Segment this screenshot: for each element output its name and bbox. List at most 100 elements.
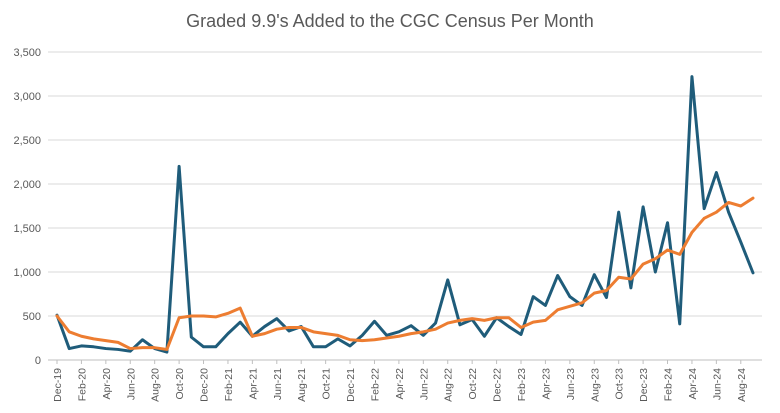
data-point xyxy=(373,320,376,323)
data-point xyxy=(483,335,486,338)
data-point xyxy=(275,328,278,331)
data-point xyxy=(324,332,327,335)
data-point xyxy=(409,324,413,327)
x-tick-label: Feb-20 xyxy=(76,368,88,401)
x-tick-label: Dec-22 xyxy=(492,368,504,402)
x-tick-label: Apr-21 xyxy=(247,368,259,400)
data-point xyxy=(568,295,572,298)
data-point xyxy=(617,210,620,214)
data-point xyxy=(300,326,303,329)
x-tick-label: Feb-23 xyxy=(516,368,528,401)
x-tick-label: Aug-21 xyxy=(296,368,308,402)
data-point xyxy=(385,336,388,340)
x-tick-label: Dec-19 xyxy=(52,368,64,402)
data-point xyxy=(434,321,437,325)
data-point xyxy=(580,301,584,304)
x-tick-label: Apr-24 xyxy=(687,368,699,400)
data-point xyxy=(507,325,510,328)
chart-title: Graded 9.9's Added to the CGC Census Per… xyxy=(186,11,594,31)
x-tick-label: Dec-20 xyxy=(199,368,211,402)
x-tick-label: Feb-21 xyxy=(223,368,235,401)
data-point xyxy=(348,344,352,348)
y-tick-label: 3,000 xyxy=(13,91,41,103)
data-point xyxy=(751,196,755,200)
x-tick-label: Jun-23 xyxy=(565,368,577,400)
data-point xyxy=(177,316,181,319)
data-point xyxy=(605,289,608,292)
data-point xyxy=(641,262,645,266)
data-point xyxy=(446,278,449,282)
data-point xyxy=(202,314,205,318)
data-point xyxy=(129,350,132,353)
y-tick-label: 3,500 xyxy=(13,47,41,59)
data-point xyxy=(153,346,156,349)
data-point xyxy=(190,314,193,318)
data-point xyxy=(702,217,706,220)
data-point xyxy=(68,330,71,334)
data-point xyxy=(544,319,547,322)
data-point xyxy=(214,315,217,319)
data-point xyxy=(238,306,242,310)
data-point xyxy=(556,308,559,312)
data-point xyxy=(666,248,669,252)
data-point xyxy=(92,337,95,341)
data-point xyxy=(519,333,523,336)
data-point xyxy=(385,334,388,337)
data-point xyxy=(397,330,401,334)
data-point xyxy=(80,335,83,338)
data-point xyxy=(129,347,132,350)
data-point xyxy=(373,338,376,341)
x-tick-label: Jun-24 xyxy=(711,368,723,400)
data-point xyxy=(556,274,559,277)
data-point xyxy=(739,204,742,208)
data-point xyxy=(177,165,181,168)
data-point xyxy=(470,317,474,320)
data-point xyxy=(593,291,596,295)
data-point xyxy=(458,319,462,322)
data-point xyxy=(641,205,645,209)
data-point xyxy=(324,345,327,348)
data-point xyxy=(116,341,120,344)
data-point xyxy=(141,338,144,341)
data-point xyxy=(263,325,266,328)
data-point xyxy=(532,320,535,324)
data-point xyxy=(104,347,108,350)
data-point xyxy=(116,348,120,351)
data-point xyxy=(544,304,547,307)
data-point xyxy=(287,329,291,333)
data-point xyxy=(507,316,510,319)
data-point xyxy=(68,347,71,350)
data-point xyxy=(202,345,205,348)
x-tick-label: Aug-22 xyxy=(443,368,455,402)
x-tick-label: Oct-23 xyxy=(614,368,626,400)
data-point xyxy=(312,345,315,348)
x-axis-ticks: Dec-19 Feb-20 Apr-20 Jun-20 Aug-20 Oct-20 Dec-… xyxy=(52,360,748,402)
data-point xyxy=(629,277,633,281)
data-point xyxy=(458,323,462,326)
y-tick-label: 1,000 xyxy=(13,267,41,279)
data-point xyxy=(519,326,523,329)
data-point xyxy=(92,345,95,348)
x-tick-label: Feb-24 xyxy=(663,368,675,401)
data-point xyxy=(361,334,364,337)
x-tick-label: Aug-20 xyxy=(150,368,162,402)
data-point xyxy=(55,314,59,318)
series-line-2 xyxy=(55,196,755,351)
x-tick-label: Jun-20 xyxy=(125,368,137,400)
y-tick-label: 1,500 xyxy=(13,223,41,235)
data-point xyxy=(397,335,401,338)
data-point xyxy=(141,346,144,349)
series-layer xyxy=(55,75,755,354)
data-point xyxy=(422,330,425,334)
y-tick-label: 500 xyxy=(23,311,41,323)
data-point xyxy=(238,320,242,324)
data-point xyxy=(434,328,437,331)
x-tick-label: Apr-20 xyxy=(101,368,113,400)
data-point xyxy=(104,339,108,342)
x-tick-label: Feb-22 xyxy=(369,368,381,401)
x-tick-label: Jun-22 xyxy=(418,368,430,400)
data-point xyxy=(629,286,633,290)
x-tick-label: Oct-22 xyxy=(467,368,479,400)
x-tick-label: Apr-22 xyxy=(394,368,406,400)
